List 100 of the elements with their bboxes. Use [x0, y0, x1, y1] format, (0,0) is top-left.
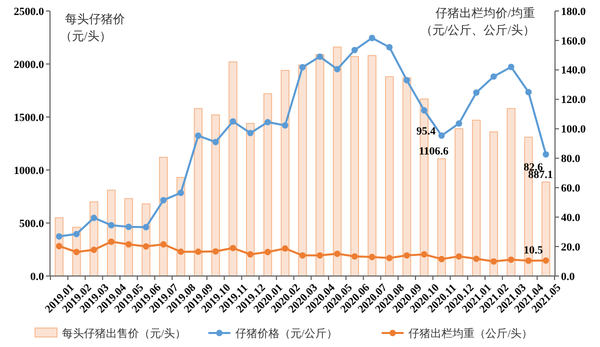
bar [472, 120, 481, 276]
point [299, 64, 306, 70]
y-tick-label: 1000.0 [14, 164, 44, 177]
point [525, 88, 532, 96]
point [368, 254, 376, 260]
point [282, 122, 288, 129]
legend-label: 仔猪价格（元/公斤） [235, 326, 338, 340]
bar [368, 55, 376, 276]
y-axis-title: 每头仔猪价（元/头） [60, 12, 125, 43]
legend-label: 每头仔猪出售价（元/头） [62, 326, 186, 340]
bar [263, 93, 272, 276]
y2-tick-label: 20.0 [561, 241, 581, 254]
point [368, 34, 376, 42]
bar [194, 108, 203, 276]
bar [298, 64, 307, 276]
data-label: 95.4 [416, 126, 436, 138]
point [525, 257, 532, 264]
point [160, 241, 167, 248]
point [490, 258, 497, 265]
point [230, 118, 236, 125]
bar [280, 70, 290, 276]
y2-tick-label: 100.0 [561, 124, 586, 136]
bar [454, 128, 464, 276]
point [334, 250, 340, 257]
point [386, 254, 393, 262]
y-tick-label: 2500.0 [14, 6, 44, 18]
point [125, 241, 132, 248]
point [542, 257, 550, 264]
y2-axis-title: 仔猪出栏均价/均重（元/公斤、公斤/头） [420, 6, 535, 37]
bar [489, 131, 498, 276]
point [247, 251, 254, 258]
bar [211, 114, 220, 276]
bar [316, 54, 324, 276]
point [73, 248, 80, 256]
y-tick-label: 1500.0 [14, 112, 44, 124]
y2-tick-label: 160.0 [561, 35, 586, 48]
bar [402, 77, 412, 276]
point [125, 224, 132, 230]
point [194, 132, 202, 139]
point [282, 245, 288, 252]
point [108, 238, 114, 245]
bar [228, 61, 238, 276]
point [264, 118, 271, 126]
point [316, 53, 324, 60]
point [508, 256, 514, 263]
point [420, 107, 428, 114]
bar [332, 46, 342, 276]
point [90, 214, 98, 222]
point [404, 76, 410, 84]
data-label: 1106.6 [418, 146, 450, 158]
point [404, 252, 410, 259]
point [456, 120, 462, 127]
point [264, 248, 271, 256]
point [142, 224, 150, 230]
point [56, 233, 62, 240]
point [230, 244, 236, 252]
point [351, 253, 358, 260]
point [420, 251, 428, 258]
point [178, 190, 184, 196]
point [386, 44, 393, 50]
point [247, 130, 254, 136]
point [438, 256, 445, 262]
point [473, 256, 480, 262]
bar [437, 158, 446, 276]
bar [542, 182, 550, 276]
y2-tick-label: 180.0 [561, 6, 586, 18]
y2-tick-label: 40.0 [561, 212, 581, 224]
point [212, 248, 219, 255]
bar [159, 156, 168, 276]
y2-tick-label: 0.0 [561, 270, 576, 283]
point [351, 46, 358, 54]
data-label: 10.5 [524, 244, 544, 257]
point [160, 196, 167, 204]
y2-tick-label: 120.0 [561, 94, 586, 106]
point [194, 248, 202, 255]
bar [385, 76, 394, 276]
bar [506, 108, 516, 276]
point [490, 73, 497, 80]
y2-tick-label: 140.0 [561, 64, 586, 77]
point [316, 252, 324, 259]
point [108, 222, 114, 228]
point [56, 242, 62, 250]
point [542, 151, 550, 158]
point [299, 252, 306, 259]
point [438, 132, 445, 139]
y2-tick-label: 80.0 [561, 153, 581, 166]
legend-label: 仔猪出栏均重（公斤/头） [408, 326, 533, 340]
point [508, 64, 514, 70]
point [334, 66, 340, 72]
point [142, 243, 150, 250]
point [90, 246, 98, 253]
y-tick-label: 2000.0 [14, 58, 44, 71]
point [178, 248, 184, 255]
point [473, 89, 480, 96]
y2-tick-label: 60.0 [561, 182, 581, 195]
point [212, 138, 219, 146]
y-tick-label: 500.0 [19, 218, 44, 230]
point [73, 230, 80, 238]
y-tick-label: 0.0 [30, 270, 44, 283]
point [456, 253, 462, 260]
